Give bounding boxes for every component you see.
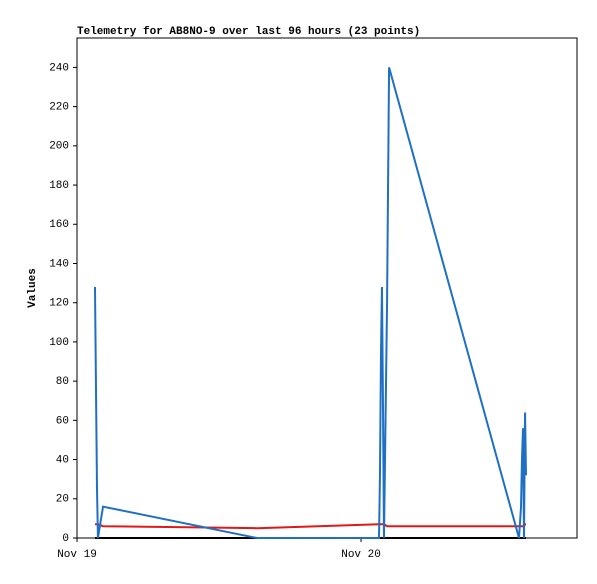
x-tick-label: Nov 20 xyxy=(341,549,381,561)
y-tick-label: 80 xyxy=(56,376,69,388)
y-tick-label: 200 xyxy=(49,141,69,153)
y-tick-label: 240 xyxy=(49,62,69,74)
series-line xyxy=(93,67,527,539)
y-tick-label: 220 xyxy=(49,102,69,114)
y-tick-label: 160 xyxy=(49,219,69,231)
series-line xyxy=(94,523,526,530)
chart-title: Telemetry for AB8NO-9 over last 96 hours… xyxy=(77,26,420,38)
y-tick-label: 100 xyxy=(49,337,69,349)
y-tick-label: 0 xyxy=(62,533,69,545)
y-axis-label: Values xyxy=(27,268,39,308)
plot-frame xyxy=(76,37,578,539)
y-tick-label: 140 xyxy=(49,258,69,270)
x-tick-label: Nov 19 xyxy=(57,549,97,561)
y-tick-label: 180 xyxy=(49,180,69,192)
y-tick-label: 40 xyxy=(56,454,69,466)
y-tick-label: 60 xyxy=(56,415,69,427)
y-tick-label: 20 xyxy=(56,494,69,506)
y-tick-label: 120 xyxy=(49,298,69,310)
